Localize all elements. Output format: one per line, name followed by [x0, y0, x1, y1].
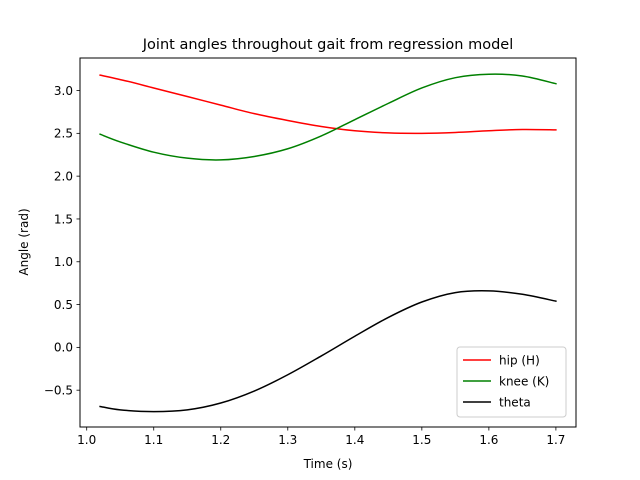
series-line-0: [99, 74, 557, 135]
series-layer: [99, 73, 557, 413]
series-line-2: [99, 290, 557, 413]
legend-label-0: hip (H): [499, 353, 540, 367]
x-tick-label: 1.0: [77, 433, 96, 447]
y-axis-label: Angle (rad): [17, 208, 31, 275]
y-tick-label: 1.5: [54, 212, 73, 226]
x-tick-label: 1.5: [412, 433, 431, 447]
series-line-1: [99, 73, 557, 161]
x-tick-label: 1.3: [278, 433, 297, 447]
y-tick-label: 0.0: [54, 341, 73, 355]
chart-title: Joint angles throughout gait from regres…: [142, 37, 513, 53]
y-tick-label: 1.0: [54, 255, 73, 269]
y-tick-label: 3.0: [54, 84, 73, 98]
y-tick-label: −0.5: [44, 383, 73, 397]
y-axis-ticks: −0.5 0.0 0.5 1.0 1.5 2.0 2.5 3.0: [44, 84, 80, 397]
legend-box: [456, 346, 567, 418]
y-tick-label: 2.0: [54, 169, 73, 183]
x-tick-label: 1.1: [144, 433, 163, 447]
legend-label-2: theta: [499, 395, 531, 409]
x-tick-label: 1.7: [546, 433, 565, 447]
legend: hip (H) knee (K) theta: [456, 346, 567, 418]
y-tick-label: 2.5: [54, 127, 73, 141]
legend-label-1: knee (K): [499, 374, 549, 388]
x-tick-label: 1.2: [211, 433, 230, 447]
x-tick-label: 1.4: [345, 433, 364, 447]
x-tick-label: 1.6: [479, 433, 498, 447]
plot-frame: [79, 57, 577, 428]
x-axis-label: Time (s): [303, 457, 353, 471]
y-tick-label: 0.5: [54, 298, 73, 312]
x-axis-ticks: 1.0 1.1 1.2 1.3 1.4 1.5 1.6 1.7: [77, 427, 565, 447]
